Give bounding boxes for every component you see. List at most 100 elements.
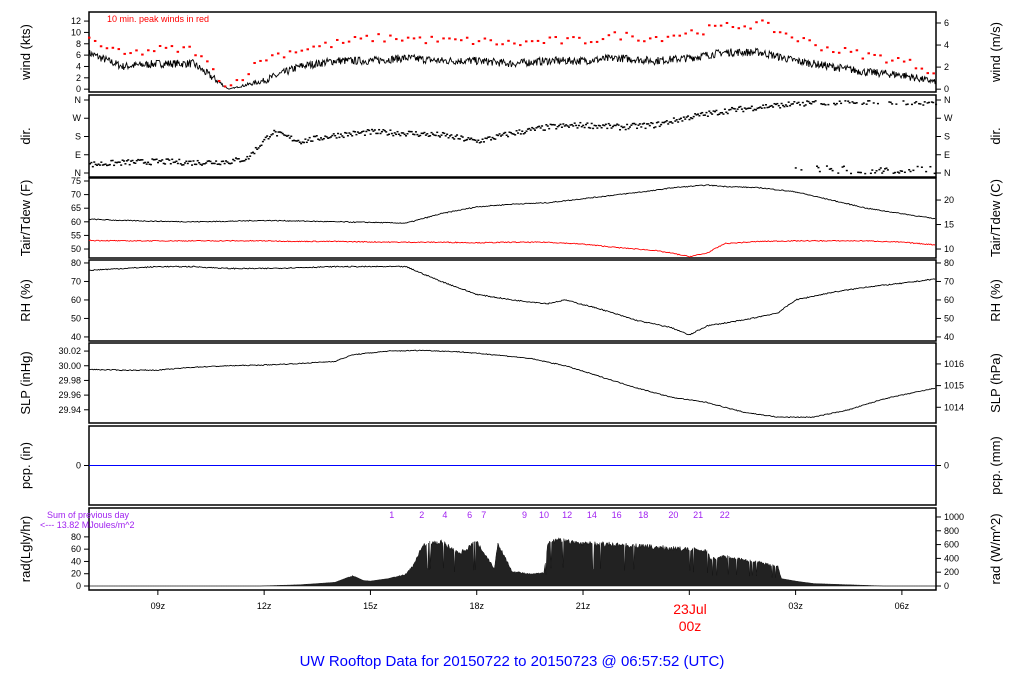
dir-point xyxy=(813,101,816,103)
dir-point xyxy=(371,128,374,131)
wind-peak-point xyxy=(212,68,215,71)
dir-point xyxy=(609,124,612,127)
dir-point xyxy=(589,127,592,129)
wind-peak-point xyxy=(908,58,912,61)
wind-peak-point xyxy=(412,37,416,40)
dir-point xyxy=(558,124,561,127)
dir-point xyxy=(753,108,756,111)
dir-point xyxy=(473,139,476,141)
dir-point xyxy=(166,158,169,160)
dir-point xyxy=(665,120,668,122)
dir-point xyxy=(807,100,810,103)
dir-point xyxy=(210,162,213,165)
dir-point xyxy=(465,138,468,141)
dir-point xyxy=(110,159,113,162)
dir-point xyxy=(151,158,154,160)
dir-point xyxy=(532,127,535,130)
dir-point xyxy=(695,114,698,116)
dir-point xyxy=(773,102,776,105)
wind-peak-point xyxy=(188,45,191,48)
dir-point xyxy=(315,135,318,137)
dir-point xyxy=(155,158,158,160)
dir-point xyxy=(132,161,135,164)
dir-point xyxy=(694,113,697,115)
dir-point xyxy=(767,106,770,108)
rad-hour-mark: 21 xyxy=(693,510,703,520)
wind-peak-point xyxy=(648,37,652,40)
dir-point xyxy=(451,136,454,139)
temp-tick-label-right: 20 xyxy=(944,195,954,205)
dir-point xyxy=(429,135,432,137)
wind-peak-point xyxy=(129,52,132,55)
dir-point xyxy=(478,141,481,144)
dir-point xyxy=(356,131,359,133)
dir-point xyxy=(213,162,216,165)
temp-series-tdew xyxy=(88,239,936,258)
dir-point xyxy=(127,159,130,161)
dir-point xyxy=(568,126,571,128)
wind-peak-point xyxy=(849,50,853,53)
dir-point xyxy=(552,123,555,126)
wind-peak-point xyxy=(229,84,233,87)
dir-point xyxy=(138,159,141,161)
dir-point xyxy=(268,136,271,138)
dir-point xyxy=(671,122,674,124)
dir-point xyxy=(705,111,708,114)
dir-point xyxy=(868,100,871,102)
wind-peak-point xyxy=(613,31,617,34)
dir-point xyxy=(349,133,352,136)
wind-peak-point xyxy=(158,45,162,48)
dir-point xyxy=(147,161,150,164)
rh-ylabel: RH (%) xyxy=(18,279,33,322)
wind-peak-point xyxy=(524,40,528,43)
dir-point xyxy=(891,103,894,105)
dir-point xyxy=(329,136,332,138)
dir-point xyxy=(562,123,565,125)
wind-peak-point xyxy=(696,32,699,35)
dir-point xyxy=(310,140,313,142)
x-tick-label: 12z xyxy=(257,601,272,611)
dir-point xyxy=(225,160,228,162)
dir-point xyxy=(757,107,760,109)
dir-point xyxy=(691,117,694,120)
dir-point xyxy=(634,123,637,126)
dir-point xyxy=(555,128,558,130)
pcp-ylabel-right: pcp. (mm) xyxy=(988,436,1003,495)
dir-tick-label-right: N xyxy=(944,95,951,105)
dir-point xyxy=(161,159,164,161)
wind-tick-label-right: 4 xyxy=(944,40,949,50)
dir-point xyxy=(254,146,257,149)
rh-ylabel-right: RH (%) xyxy=(988,279,1003,322)
wind-peak-point xyxy=(436,40,439,43)
wind-peak-point xyxy=(772,31,776,34)
dir-point xyxy=(531,126,534,129)
dir-point xyxy=(616,123,619,125)
dir-point xyxy=(774,103,777,106)
dir-point xyxy=(750,105,753,108)
dir-point xyxy=(879,167,882,169)
dir-point xyxy=(355,133,358,136)
dir-point xyxy=(468,138,471,141)
dir-point xyxy=(628,126,631,128)
dir-point xyxy=(823,103,826,105)
dir-point xyxy=(755,109,758,111)
dir-point xyxy=(539,127,542,129)
wind-peak-point xyxy=(182,46,185,49)
dir-point xyxy=(256,148,259,151)
wind-peak-point xyxy=(377,33,380,36)
wind-peak-point xyxy=(855,49,859,52)
dir-point xyxy=(541,125,544,127)
dir-point xyxy=(144,161,147,164)
dir-point xyxy=(236,158,239,160)
wind-peak-point xyxy=(660,40,664,43)
dir-point xyxy=(817,166,820,169)
wind-peak-point xyxy=(489,39,493,42)
wind-peak-point xyxy=(643,40,646,43)
wind-peak-point xyxy=(460,39,463,42)
dir-point xyxy=(888,101,891,103)
dir-point xyxy=(932,101,935,104)
dir-point xyxy=(862,102,865,104)
dir-point xyxy=(505,134,508,136)
dir-point xyxy=(526,128,529,130)
dir-point xyxy=(617,124,620,126)
